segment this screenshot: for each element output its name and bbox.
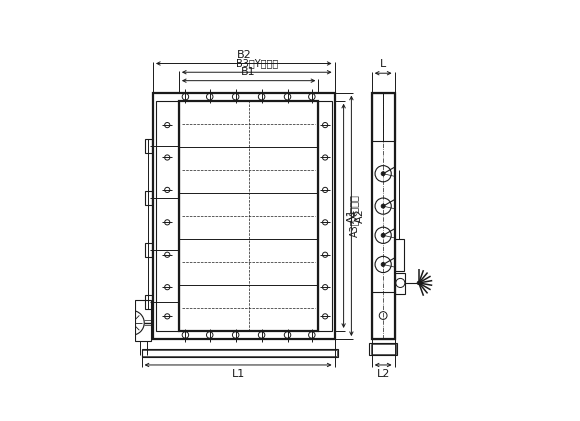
Text: L: L <box>380 59 386 69</box>
Circle shape <box>381 263 385 266</box>
Bar <box>318 101 332 331</box>
Bar <box>372 93 394 141</box>
Bar <box>179 101 318 331</box>
Circle shape <box>129 320 135 325</box>
Circle shape <box>381 233 385 237</box>
Bar <box>155 101 179 331</box>
Bar <box>153 93 335 339</box>
Bar <box>396 239 404 271</box>
Circle shape <box>381 172 385 176</box>
Bar <box>135 300 151 341</box>
Text: L1: L1 <box>231 369 245 379</box>
Text: A1: A1 <box>347 208 357 223</box>
Text: A2: A2 <box>354 208 365 223</box>
Text: B3（Y等分）: B3（Y等分） <box>235 59 278 68</box>
Bar <box>371 344 396 354</box>
Text: A3（X等分）: A3（X等分） <box>349 195 359 237</box>
Bar <box>144 295 152 309</box>
Bar <box>142 350 337 356</box>
Text: L2: L2 <box>376 369 390 379</box>
Bar <box>372 93 394 339</box>
Circle shape <box>417 281 420 285</box>
Bar <box>144 243 152 257</box>
Circle shape <box>381 204 385 208</box>
Bar <box>372 292 394 339</box>
Text: B1: B1 <box>241 67 256 77</box>
Bar <box>144 191 152 205</box>
Text: B2: B2 <box>237 50 251 60</box>
Bar <box>396 272 405 294</box>
Bar <box>142 349 338 357</box>
Bar <box>144 139 152 153</box>
Bar <box>369 343 397 355</box>
